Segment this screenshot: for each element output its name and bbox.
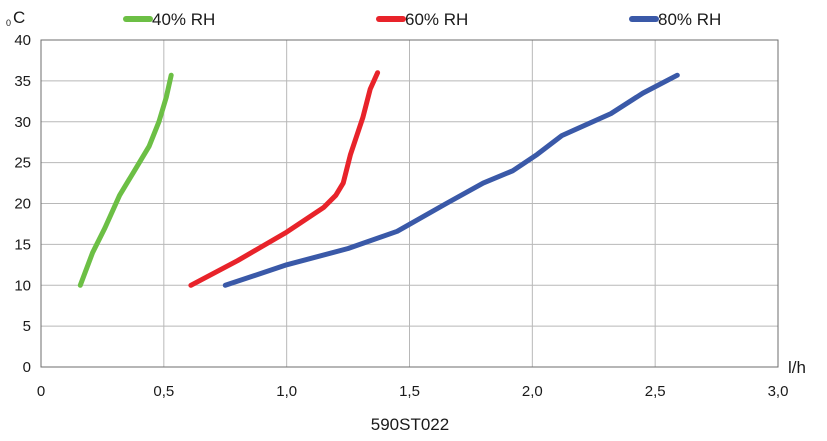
y-axis-prefix: 0 [6,18,11,28]
series-line-80-rh [222,72,680,288]
y-tick-label: 25 [14,155,31,172]
grid [41,40,778,367]
x-tick-label: 3,0 [768,383,789,400]
x-tick-label: 0 [37,383,45,400]
x-axis-label: l/h [788,358,806,377]
legend-label: 40% RH [152,10,215,29]
y-tick-label: 40 [14,32,31,49]
x-tick-label: 0,5 [153,383,174,400]
y-tick-label: 5 [23,318,31,335]
series [77,70,680,288]
series-line-40-rh [77,72,174,288]
y-tick-label: 20 [14,196,31,213]
series-line-60-rh [188,70,381,288]
plot-frame [40,39,779,368]
legend-label: 80% RH [658,10,721,29]
legend: 40% RH 60% RH 80% RH [123,10,721,29]
y-tick-label: 30 [14,114,31,131]
x-tick-label: 2,0 [522,383,543,400]
y-tick-label: 15 [14,236,31,253]
x-tick-label: 1,0 [276,383,297,400]
chart-caption: 590ST022 [371,415,449,434]
legend-label: 60% RH [405,10,468,29]
y-tick-label: 10 [14,277,31,294]
y-axis-unit: C [13,8,25,27]
x-tick-label: 2,5 [645,383,666,400]
x-axis-ticks: 0 0,5 1,0 1,5 2,0 2,5 3,0 [37,383,789,400]
y-axis-ticks: 0 5 10 15 20 25 30 35 40 [14,32,31,376]
y-tick-label: 0 [23,359,31,376]
x-tick-label: 1,5 [399,383,420,400]
y-tick-label: 35 [14,73,31,90]
